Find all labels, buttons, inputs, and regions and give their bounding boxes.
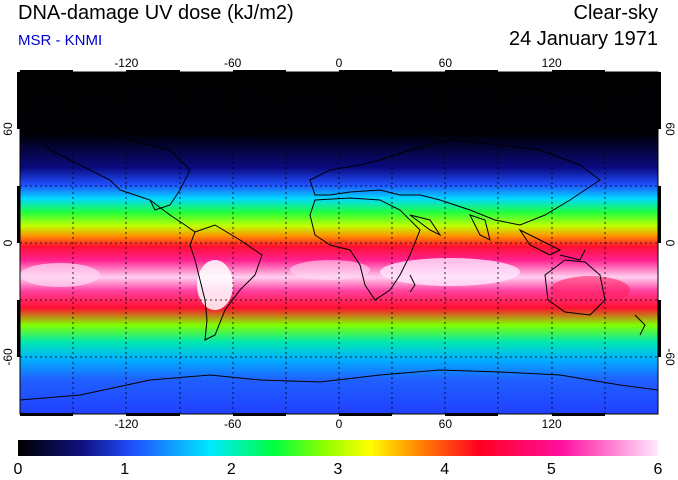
colorbar-tick-label: 6 <box>654 461 663 478</box>
latitude-tick-label: -60 <box>663 348 677 366</box>
longitude-tick-label: 120 <box>542 417 562 431</box>
colorbar-tick-label: 3 <box>334 461 343 478</box>
latitude-labels-right: 60 0 -60 <box>663 122 677 366</box>
colorbar-tick-label: 2 <box>227 461 236 478</box>
longitude-tick-label: 120 <box>542 56 562 70</box>
longitude-tick-label: -120 <box>114 417 138 431</box>
graticule <box>20 72 658 414</box>
colorbar-tick-label: 5 <box>547 461 556 478</box>
longitude-labels-top: -120 -60 0 60 120 <box>114 56 562 70</box>
longitude-labels-bottom: -120 -60 0 60 120 <box>114 417 562 431</box>
coastlines <box>20 129 658 401</box>
longitude-tick-label: 0 <box>336 417 343 431</box>
map-title: DNA-damage UV dose (kJ/m2) <box>18 2 294 24</box>
latitude-tick-label: 60 <box>663 122 677 136</box>
sky-condition-label: Clear-sky <box>573 2 658 24</box>
colorbar-labels: 0 1 2 3 4 5 6 <box>14 461 663 478</box>
colorbar-tick-label: 0 <box>14 461 23 478</box>
colorbar-tick-label: 1 <box>120 461 129 478</box>
longitude-tick-label: 60 <box>439 56 453 70</box>
colorbar <box>18 440 658 456</box>
latitude-tick-label: 60 <box>1 122 15 136</box>
longitude-tick-label: -120 <box>114 56 138 70</box>
latitude-tick-label: -60 <box>1 348 15 366</box>
latitude-tick-label: 0 <box>663 240 677 247</box>
longitude-tick-label: 60 <box>439 417 453 431</box>
source-label: MSR - KNMI <box>18 32 103 49</box>
date-label: 24 January 1971 <box>508 28 658 50</box>
frame-ticks <box>17 70 661 416</box>
longitude-tick-label: -60 <box>224 56 242 70</box>
colorbar-tick-label: 4 <box>440 461 449 478</box>
longitude-tick-label: 0 <box>336 56 343 70</box>
longitude-tick-label: -60 <box>224 417 242 431</box>
latitude-labels-left: 60 0 -60 <box>1 122 15 366</box>
latitude-tick-label: 0 <box>1 239 15 246</box>
map-field <box>20 72 658 414</box>
